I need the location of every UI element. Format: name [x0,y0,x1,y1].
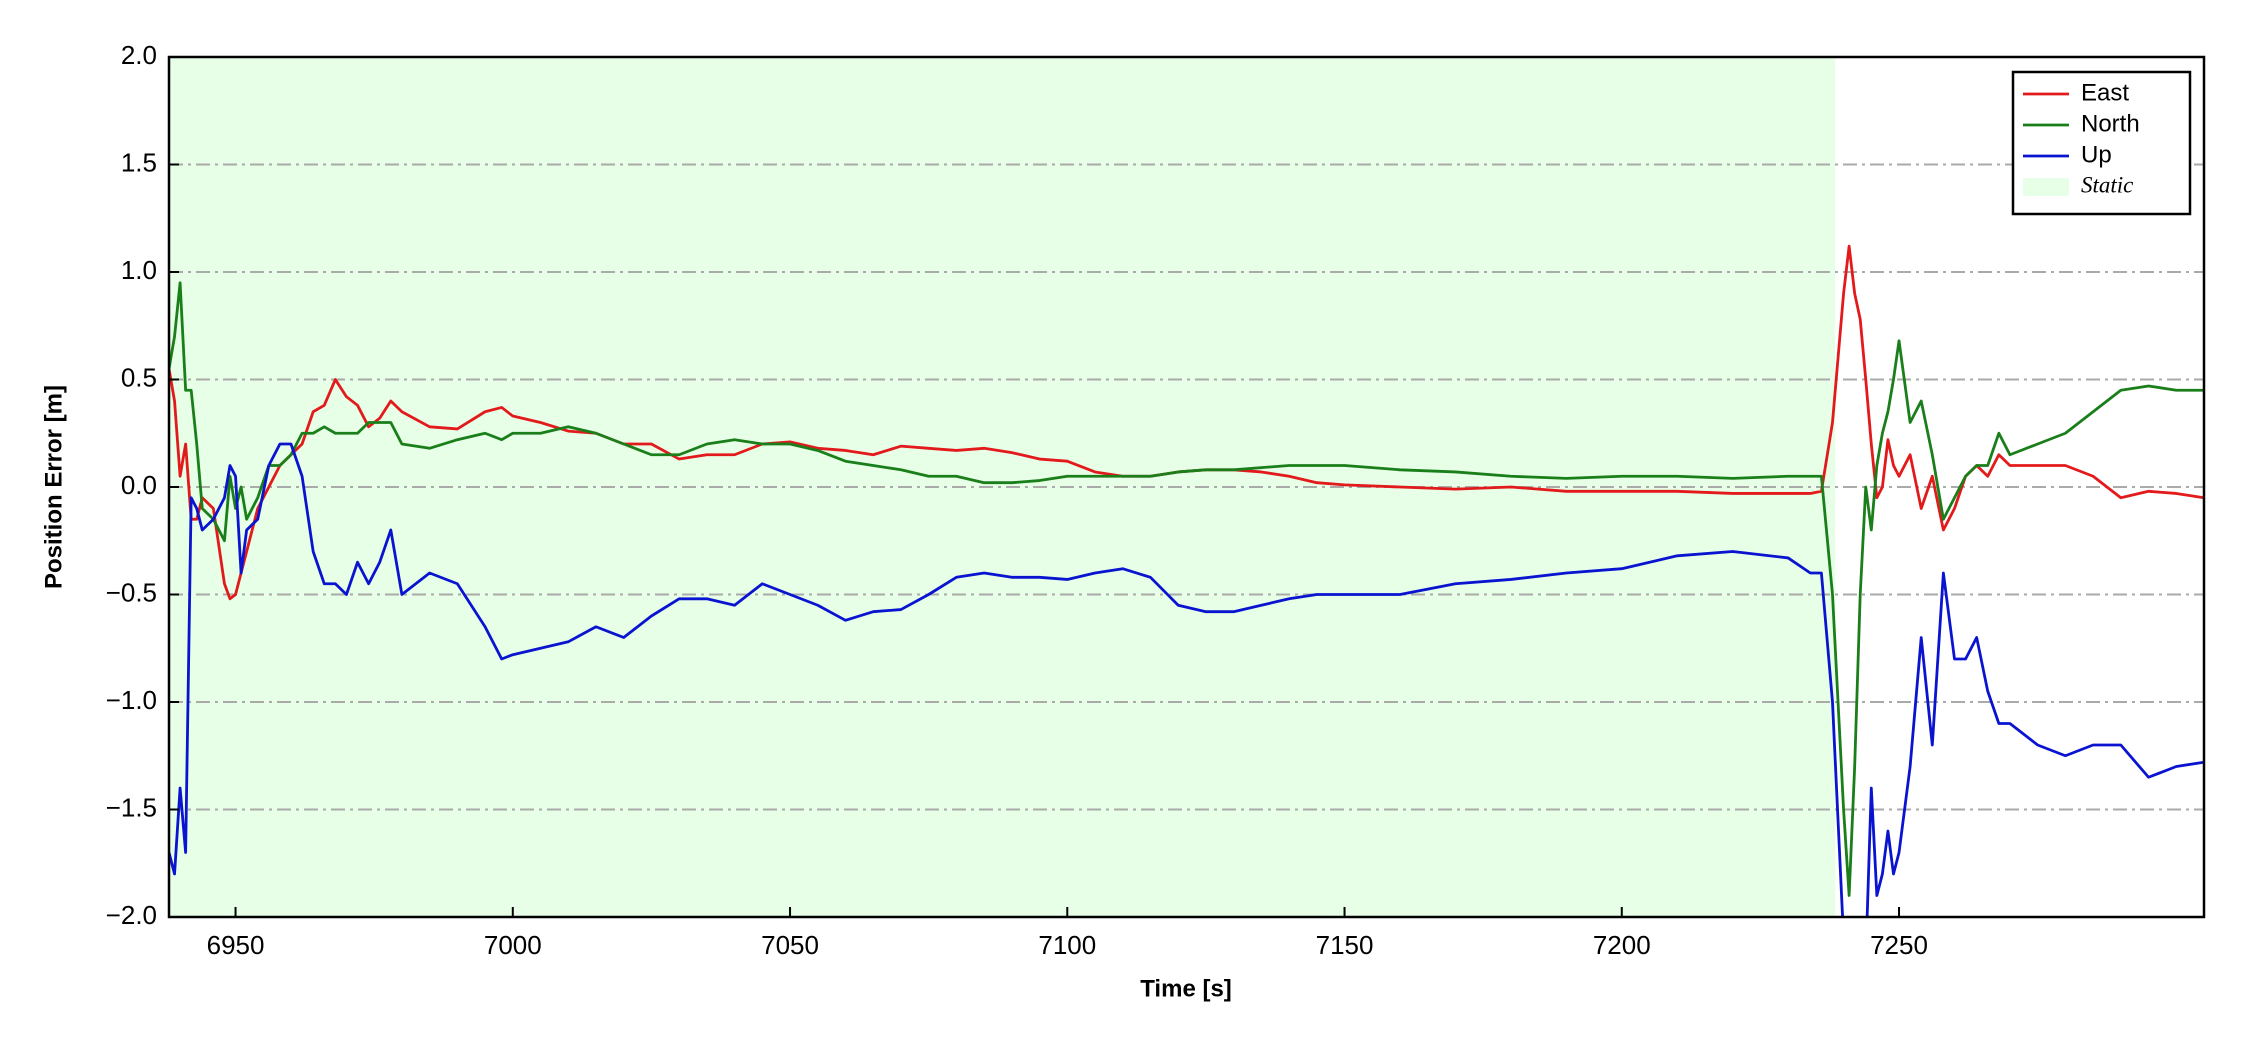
x-tick-label: 7150 [1316,930,1374,960]
x-tick-label: 7250 [1870,930,1928,960]
y-tick-label: −1.5 [106,792,157,822]
legend-label: East [2081,79,2129,106]
series-line [169,244,2204,601]
x-axis-label: Time [s] [1140,975,1232,1002]
legend-swatch [2023,178,2069,196]
legend: East North Up Static [2011,70,2192,216]
plot-area [169,57,2204,917]
series-line [169,442,2204,917]
x-tick-label: 7200 [1593,930,1651,960]
x-tick-label: 7100 [1038,930,1096,960]
legend-box [2011,70,2192,216]
legend-label: Static [2081,172,2133,197]
legend-label: North [2081,110,2140,137]
x-tick-label: 7000 [484,930,542,960]
y-axis-label: Position Error [m] [40,385,67,589]
y-tick-label: 0.5 [121,362,157,392]
y-tick-label: 0.0 [121,470,157,500]
legend-label: Up [2081,141,2112,168]
x-tick-label: 6950 [207,930,265,960]
y-tick-label: −0.5 [106,577,157,607]
series-line [169,281,2204,897]
x-tick-label: 7050 [761,930,819,960]
y-tick-label: −1.0 [106,685,157,715]
y-tick-label: −2.0 [106,900,157,930]
y-tick-label: 1.5 [121,147,157,177]
y-tick-label: 2.0 [121,40,157,70]
y-tick-label: 1.0 [121,255,157,285]
